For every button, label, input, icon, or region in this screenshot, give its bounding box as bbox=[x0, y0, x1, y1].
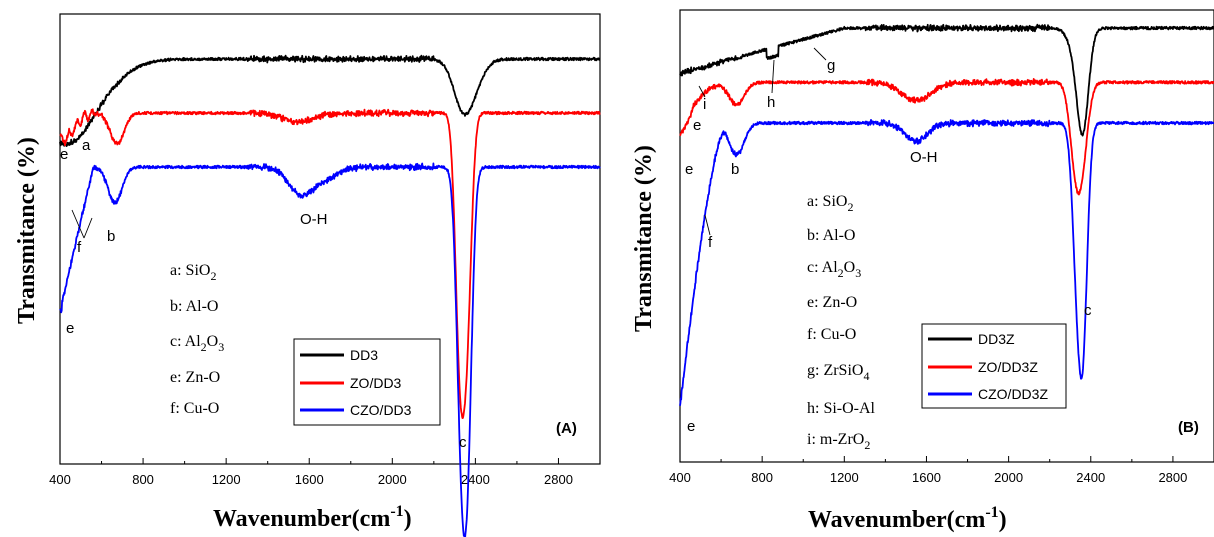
annotation-c-b: c bbox=[1084, 302, 1092, 319]
series-line-zo-dd3z bbox=[679, 78, 1214, 196]
key-b-b: b: Al-O bbox=[807, 227, 855, 244]
series-line-zo-dd3 bbox=[59, 108, 601, 419]
key-e-b: e: Zn-O bbox=[807, 294, 857, 311]
series-line-czo-dd3z bbox=[679, 119, 1214, 406]
x-tick-label-b-1600: 1600 bbox=[912, 470, 941, 485]
annotation-e-b-2: e bbox=[685, 161, 693, 178]
x-tick-label-a-1600: 1600 bbox=[295, 472, 324, 487]
legend-label-czo-dd3z: CZO/DD3Z bbox=[978, 386, 1048, 402]
x-tick-label-b-400: 400 bbox=[669, 470, 691, 485]
x-tick-label-b-1200: 1200 bbox=[830, 470, 859, 485]
annotation-oh-a: O-H bbox=[300, 211, 328, 228]
annotation-b-a: b bbox=[107, 228, 115, 245]
series-line-dd3z bbox=[679, 23, 1214, 137]
panel-b: 400 800 1200 1600 2000 2400 2800 Wavenumber(cm… bbox=[631, 9, 1214, 533]
x-axis-label-a: Wavenumber(cm-1) bbox=[213, 503, 412, 532]
y-axis-label-b: Transmitance (%) bbox=[631, 145, 657, 332]
x-tick-label-b-2800: 2800 bbox=[1158, 470, 1187, 485]
annotation-f-b: f bbox=[708, 234, 713, 251]
annotation-e-a-bottom: e bbox=[66, 320, 74, 337]
x-tick-label-a-1200: 1200 bbox=[212, 472, 241, 487]
plot-frame-a bbox=[59, 13, 601, 465]
x-tick-label-a-2400: 2400 bbox=[461, 472, 490, 487]
annotation-h-b: h bbox=[767, 94, 775, 111]
annotation-i-b: i bbox=[703, 96, 706, 113]
panel-label-a: (A) bbox=[556, 420, 577, 437]
x-tick-label-b-800: 800 bbox=[751, 470, 773, 485]
key-f-b: f: Cu-O bbox=[807, 326, 856, 343]
key-c-b: c: Al2O3 bbox=[807, 259, 861, 280]
x-tick-label-b-2400: 2400 bbox=[1076, 470, 1105, 485]
annotation-i-b-arrow bbox=[698, 85, 706, 98]
legend-label-dd3z: DD3Z bbox=[978, 331, 1015, 347]
series-line-dd3 bbox=[59, 54, 601, 147]
series-group-b bbox=[679, 23, 1214, 406]
legend-label-zo-dd3z: ZO/DD3Z bbox=[978, 359, 1038, 375]
x-tick-label-a-2800: 2800 bbox=[544, 472, 573, 487]
key-g-b: g: ZrSiO4 bbox=[807, 362, 869, 383]
annotation-c-a: c bbox=[459, 434, 467, 451]
annotation-g-b-arrow bbox=[813, 47, 827, 61]
key-f-a: f: Cu-O bbox=[170, 400, 219, 417]
annotation-e-b-1: e bbox=[693, 117, 701, 134]
legend-label-zo-dd3: ZO/DD3 bbox=[350, 375, 402, 391]
legend-b: DD3Z ZO/DD3Z CZO/DD3Z bbox=[921, 323, 1067, 409]
key-h-b: h: Si-O-Al bbox=[807, 400, 876, 417]
annotation-f-a: f bbox=[77, 239, 82, 256]
legend-label-czo-dd3: CZO/DD3 bbox=[350, 402, 412, 418]
key-e-a: e: Zn-O bbox=[170, 369, 220, 386]
annotation-a-a: a bbox=[82, 137, 91, 154]
annotation-b-b: b bbox=[731, 161, 739, 178]
annotation-h-b-arrow bbox=[771, 59, 775, 94]
x-ticks-a: 400 800 1200 1600 2000 2400 2800 bbox=[49, 458, 573, 487]
x-tick-label-b-2000: 2000 bbox=[994, 470, 1023, 485]
legend-label-dd3: DD3 bbox=[350, 347, 378, 363]
annotation-f-b-arrow bbox=[704, 214, 711, 236]
annotation-g-b: g bbox=[827, 57, 835, 74]
key-i-b: i: m-ZrO2 bbox=[807, 431, 870, 452]
x-axis-label-b: Wavenumber(cm-1) bbox=[808, 504, 1007, 533]
series-line-czo-dd3 bbox=[59, 162, 601, 537]
x-tick-label-a-2000: 2000 bbox=[378, 472, 407, 487]
plot-frame-b bbox=[679, 9, 1214, 463]
series-group-a bbox=[59, 54, 601, 537]
legend-a: DD3 ZO/DD3 CZO/DD3 bbox=[293, 338, 441, 426]
x-tick-label-a-800: 800 bbox=[132, 472, 154, 487]
key-a-a: a: SiO2 bbox=[170, 262, 216, 283]
key-b-a: b: Al-O bbox=[170, 298, 218, 315]
y-axis-label-a: Transmitance (%) bbox=[14, 137, 40, 324]
x-tick-label-a-400: 400 bbox=[49, 472, 71, 487]
annotation-e-a-top: e bbox=[60, 146, 68, 163]
panel-a: 400 800 1200 1600 2000 2400 2800 Wavenumber(cm… bbox=[14, 13, 601, 537]
key-c-a: c: Al2O3 bbox=[170, 333, 224, 354]
key-a-b: a: SiO2 bbox=[807, 193, 853, 214]
annotation-oh-b: O-H bbox=[910, 149, 938, 166]
annotation-f-a-arrows bbox=[71, 209, 93, 239]
x-ticks-b: 400 800 1200 1600 2000 2400 2800 bbox=[669, 456, 1187, 485]
panel-label-b: (B) bbox=[1178, 419, 1199, 436]
annotation-e-b-3: e bbox=[687, 418, 695, 435]
